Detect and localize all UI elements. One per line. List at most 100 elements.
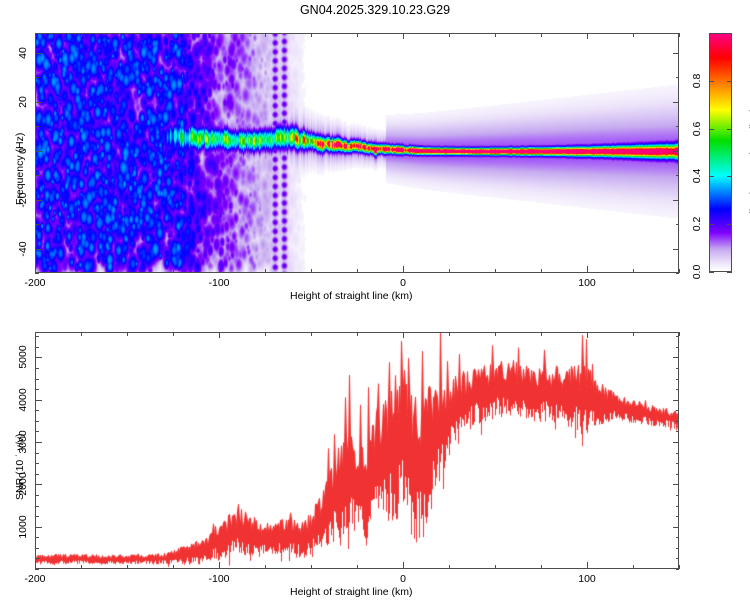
axis-tick <box>357 332 358 336</box>
axis-tick <box>311 565 312 569</box>
axis-tick-label: -100 <box>208 277 230 289</box>
axis-tick <box>449 33 450 37</box>
axis-tick <box>495 332 496 336</box>
axis-tick <box>676 77 679 78</box>
axis-tick <box>219 332 220 338</box>
axis-tick <box>357 33 358 37</box>
axis-tick <box>35 389 39 390</box>
axis-tick <box>311 332 312 336</box>
axis-tick <box>81 269 82 273</box>
spectrogram-y-axis-label: Frequency (Hz) <box>14 132 26 205</box>
colorbar-tick <box>727 129 732 130</box>
axis-tick <box>35 484 42 485</box>
axis-tick <box>676 537 679 538</box>
axis-tick <box>35 332 36 338</box>
colorbar-tick <box>727 176 732 177</box>
axis-tick <box>35 463 39 464</box>
axis-tick <box>35 336 39 337</box>
axis-tick <box>35 453 39 454</box>
axis-tick <box>35 273 39 274</box>
axis-tick <box>35 527 42 528</box>
axis-tick <box>676 347 679 348</box>
axis-tick <box>357 269 358 273</box>
axis-tick <box>633 269 634 273</box>
spectrogram-canvas <box>36 34 678 272</box>
axis-tick <box>676 506 679 507</box>
axis-tick <box>676 368 679 369</box>
axis-tick <box>449 332 450 336</box>
axis-tick <box>35 410 39 411</box>
axis-tick <box>35 347 39 348</box>
axis-tick <box>676 273 679 274</box>
spectrogram-panel <box>35 33 679 273</box>
axis-tick-label: -100 <box>208 573 230 585</box>
axis-tick <box>587 266 588 273</box>
axis-tick <box>81 332 82 336</box>
axis-tick <box>35 400 42 401</box>
axis-tick <box>495 33 496 37</box>
snr-x-axis-label: Height of straight line (km) <box>290 586 413 598</box>
axis-tick <box>35 516 39 517</box>
axis-tick <box>676 431 679 432</box>
axis-tick <box>35 357 42 358</box>
axis-tick <box>173 33 174 37</box>
axis-tick-label: -200 <box>24 573 46 585</box>
colorbar-tick-label: 0.2 <box>691 216 703 232</box>
axis-tick-label: 1000 <box>17 515 29 539</box>
axis-tick <box>449 565 450 569</box>
axis-tick <box>35 569 39 570</box>
axis-tick <box>35 33 36 39</box>
axis-tick <box>35 126 39 127</box>
axis-tick <box>35 151 42 152</box>
axis-tick <box>35 266 36 273</box>
axis-tick <box>403 562 404 569</box>
axis-tick <box>127 33 128 37</box>
axis-tick <box>127 565 128 569</box>
axis-tick <box>679 269 680 273</box>
axis-tick <box>35 53 42 54</box>
colorbar-tick <box>709 224 714 225</box>
axis-tick <box>673 442 679 443</box>
colorbar-tick-label: 0.8 <box>691 73 703 89</box>
axis-tick <box>676 548 679 549</box>
axis-tick <box>35 431 39 432</box>
axis-tick <box>673 527 679 528</box>
spectrogram-x-axis-label: Height of straight line (km) <box>290 290 413 302</box>
axis-tick <box>403 266 404 273</box>
axis-tick <box>35 249 42 250</box>
axis-tick <box>35 77 39 78</box>
colorbar <box>709 33 732 272</box>
axis-tick <box>173 332 174 336</box>
axis-tick <box>679 33 680 37</box>
axis-tick <box>676 224 679 225</box>
axis-tick-label: 40 <box>17 47 29 59</box>
snr-canvas <box>36 333 678 568</box>
axis-tick <box>219 562 220 569</box>
axis-tick <box>127 332 128 336</box>
snr-y-axis-label: SNR (10 ˙ v/v) <box>14 433 26 500</box>
colorbar-tick-label: 0.0 <box>691 264 703 280</box>
axis-tick <box>219 266 220 273</box>
axis-tick <box>265 565 266 569</box>
axis-tick <box>633 332 634 336</box>
axis-tick <box>633 33 634 37</box>
axis-tick-label: -200 <box>24 277 46 289</box>
axis-tick <box>173 565 174 569</box>
axis-tick <box>676 463 679 464</box>
axis-tick <box>676 516 679 517</box>
axis-tick <box>676 175 679 176</box>
colorbar-tick <box>727 224 732 225</box>
axis-tick <box>673 53 679 54</box>
snr-panel <box>35 332 679 569</box>
axis-tick <box>311 269 312 273</box>
axis-tick <box>541 565 542 569</box>
colorbar-tick <box>709 81 714 82</box>
axis-tick <box>676 453 679 454</box>
axis-tick <box>676 558 679 559</box>
colorbar-tick <box>727 272 732 273</box>
axis-tick <box>35 548 39 549</box>
axis-tick <box>265 332 266 336</box>
axis-tick <box>673 102 679 103</box>
axis-tick <box>265 33 266 37</box>
axis-tick <box>495 269 496 273</box>
